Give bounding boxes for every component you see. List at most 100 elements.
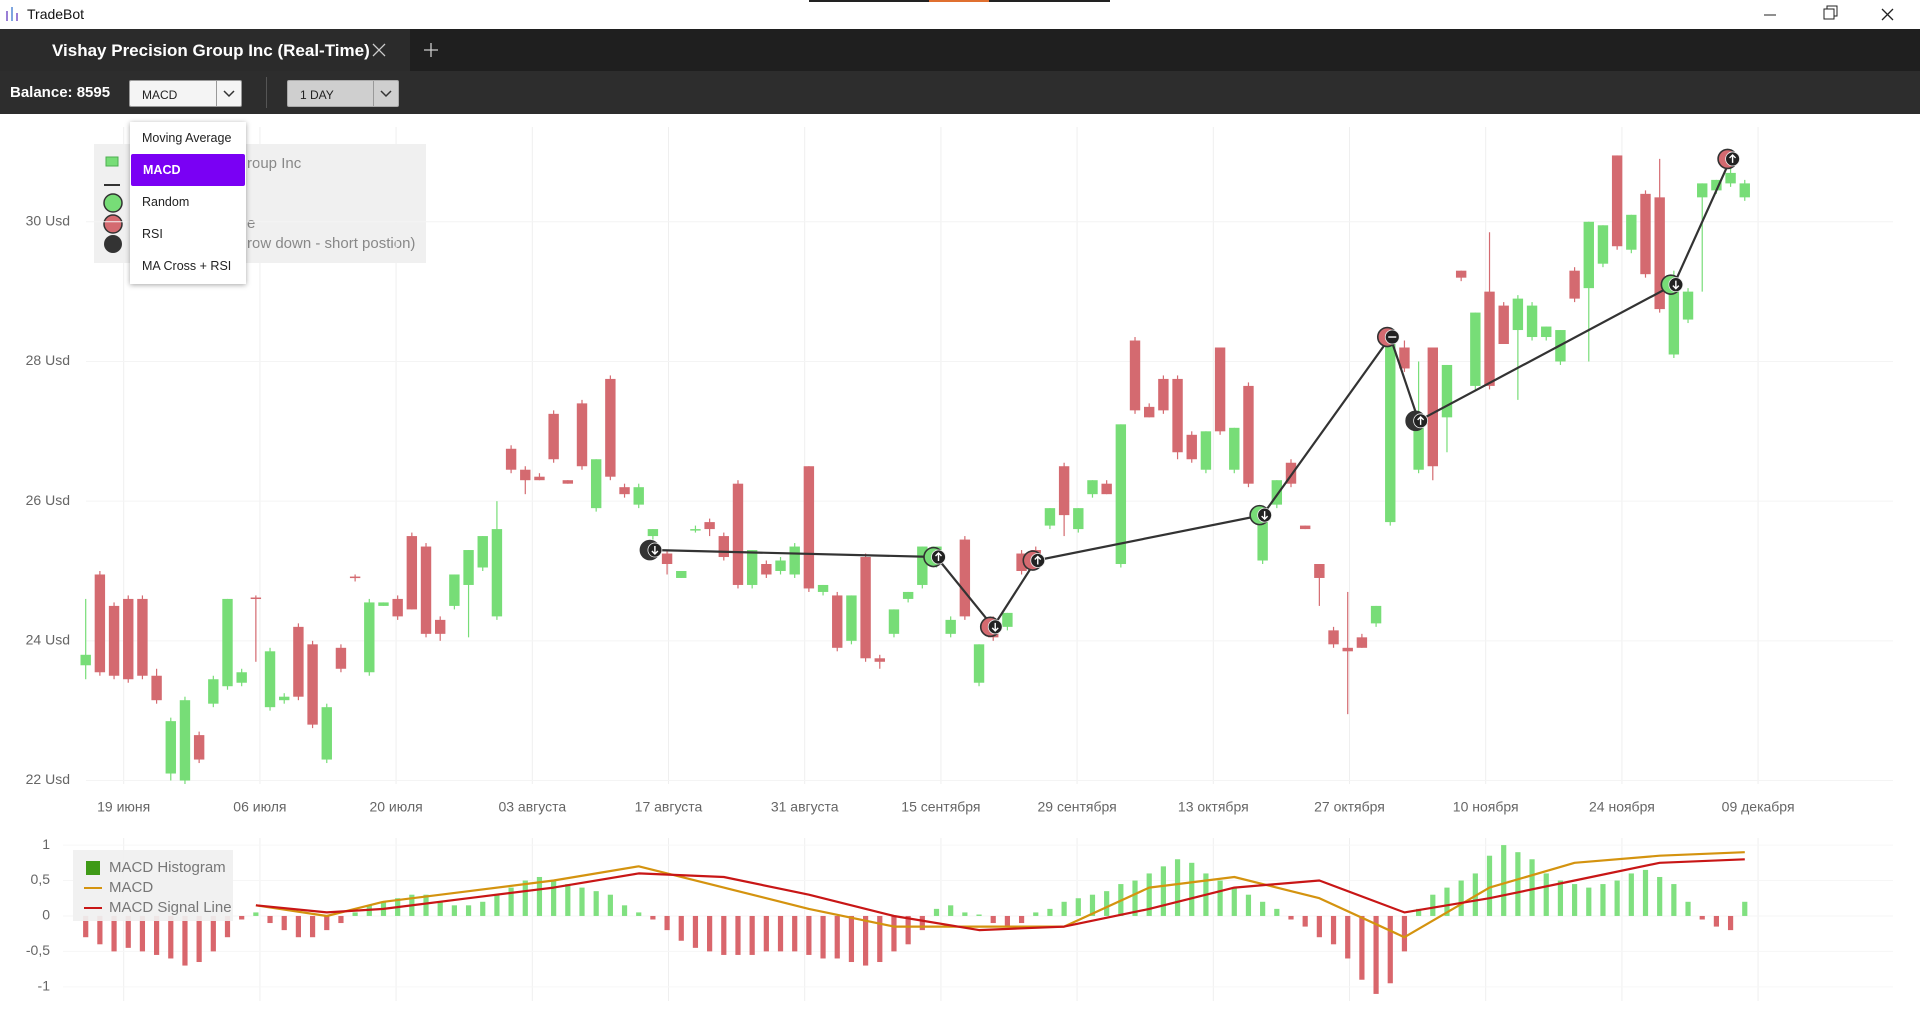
- histogram-bar: [1742, 901, 1748, 916]
- candle-body: [1257, 515, 1268, 561]
- histogram-bar: [1274, 908, 1280, 916]
- trade-arrow: [1729, 153, 1737, 163]
- histogram-bar: [749, 915, 755, 955]
- candle-body: [1002, 612, 1013, 627]
- histogram-bar: [536, 876, 543, 916]
- candle-body: [293, 626, 304, 697]
- y-tick-label: 1: [42, 836, 50, 852]
- histogram-bar: [1189, 862, 1195, 916]
- tab-close[interactable]: [372, 43, 386, 57]
- x-tick-label: 13 октября: [1178, 799, 1249, 815]
- histogram-bar: [196, 915, 202, 963]
- candle-body: [1214, 347, 1226, 432]
- trade-arrow: [991, 622, 999, 632]
- histogram-bar: [891, 915, 897, 952]
- candle-body: [718, 536, 729, 558]
- balance: Balance: 8595: [10, 84, 111, 101]
- candle-body: [676, 570, 687, 578]
- toolbar: Balance: 8595 MACD 1 DAY: [0, 71, 1920, 114]
- trade-marker: [1660, 274, 1684, 295]
- candle-body: [1115, 424, 1127, 565]
- candle-body: [1597, 225, 1609, 264]
- histogram-bar: [579, 887, 585, 916]
- histogram-bar: [224, 915, 231, 938]
- histogram-bar: [1231, 887, 1237, 916]
- maximize-button[interactable]: [1823, 8, 1835, 20]
- menu-item[interactable]: RSI: [142, 227, 163, 241]
- y-tick-label: -1: [38, 978, 51, 994]
- histogram-bar: [281, 915, 287, 931]
- x-tick-label: 19 июня: [97, 799, 150, 815]
- trade-arrow: [651, 546, 659, 556]
- candle-body: [1399, 347, 1410, 369]
- histogram-bar: [480, 901, 486, 916]
- candle-body: [505, 448, 517, 470]
- histogram-bar: [451, 905, 457, 916]
- histogram-bar: [1430, 894, 1436, 916]
- candle-body: [307, 644, 318, 725]
- histogram-bar: [465, 905, 472, 916]
- new-tab[interactable]: [424, 43, 438, 57]
- histogram-bar: [1075, 898, 1081, 916]
- histogram-bar: [1671, 884, 1677, 916]
- trade-marker: [1249, 504, 1273, 526]
- candle-body: [108, 605, 120, 676]
- candle-body: [1739, 183, 1750, 198]
- indicator-menu: Moving Average MACD Random RSI MA Cross + RS…: [130, 122, 246, 284]
- histogram-bar: [636, 912, 642, 916]
- legend-green-dot: [103, 193, 123, 213]
- x-tick-label: 29 сентября: [1037, 799, 1116, 815]
- candle-body: [151, 675, 162, 701]
- histogram-bar: [1501, 845, 1507, 916]
- histogram-bar: [508, 887, 514, 916]
- legend-black-dot: [104, 235, 122, 253]
- menu-item[interactable]: MACD: [131, 154, 245, 186]
- histogram-bar: [338, 915, 344, 924]
- x-tick-label: 20 июля: [369, 799, 422, 815]
- histogram-bar: [1515, 852, 1521, 916]
- candle-body: [1385, 337, 1396, 523]
- legend-red-dot: [103, 214, 123, 234]
- candle-body: [619, 487, 630, 495]
- candle-body: [647, 529, 659, 537]
- candle-body: [1498, 305, 1509, 345]
- histogram-bar: [1486, 855, 1493, 916]
- y-tick-label: -0,5: [26, 942, 50, 958]
- trade-line: [652, 158, 1732, 629]
- histogram-bar: [664, 915, 670, 931]
- candle-body: [1172, 378, 1183, 453]
- candle-body: [1626, 214, 1637, 250]
- x-tick-label: 03 августа: [498, 799, 566, 815]
- histogram-bar: [848, 915, 855, 963]
- candle-body: [222, 598, 233, 687]
- x-tick-label: 15 сентября: [901, 799, 980, 815]
- menu-item[interactable]: Random: [142, 195, 190, 209]
- histogram-bar: [1373, 915, 1379, 994]
- candle-body: [1016, 553, 1027, 571]
- histogram-bar: [267, 915, 273, 924]
- indicator-select[interactable]: MACD: [129, 80, 242, 107]
- histogram-bar: [1245, 894, 1252, 916]
- histogram-bar: [1018, 915, 1025, 924]
- candle-body: [1682, 291, 1694, 320]
- histogram-bar: [1047, 908, 1053, 916]
- trade-arrow: [1672, 280, 1680, 290]
- menu-item[interactable]: MA Cross + RSI: [142, 259, 232, 273]
- trade-marker: [979, 616, 1003, 638]
- histogram-bar: [1061, 901, 1067, 916]
- candle-body: [534, 476, 545, 481]
- candle-body: [137, 598, 148, 676]
- legend-label: MACD Signal Line: [109, 899, 232, 916]
- candle-body: [1314, 564, 1325, 578]
- period-select[interactable]: 1 DAY: [287, 80, 399, 107]
- menu-item[interactable]: Moving Average: [142, 131, 232, 145]
- histogram-bar: [905, 915, 911, 945]
- candle-body: [1668, 284, 1680, 355]
- histogram-bar: [111, 915, 117, 952]
- candle-body: [378, 602, 389, 606]
- trade-arrow: [1417, 415, 1425, 425]
- histogram-bar: [621, 905, 628, 916]
- candle-body: [917, 546, 928, 585]
- tab[interactable]: Vishay Precision Group Inc (Real-Time): [0, 29, 410, 71]
- close-button[interactable]: [1881, 8, 1894, 21]
